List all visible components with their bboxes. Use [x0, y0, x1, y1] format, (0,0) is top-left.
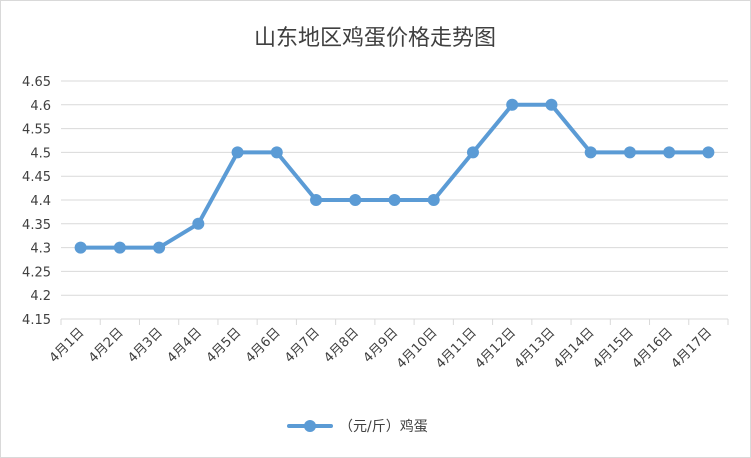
- y-tick-label: 4.15: [22, 313, 51, 328]
- data-point: [231, 146, 244, 159]
- data-point: [310, 194, 323, 206]
- y-tick-label: 4.65: [22, 75, 51, 90]
- series-layer: [74, 98, 715, 254]
- x-tick-label: 4月12日: [472, 325, 519, 372]
- y-tick-label: 4.6: [30, 99, 51, 114]
- chart-title: 山东地区鸡蛋价格走势图: [254, 26, 496, 51]
- data-point: [466, 146, 479, 159]
- legend[interactable]: （元/斤）鸡蛋: [287, 418, 428, 435]
- y-axis: 4.15 4.2 4.25 4.3 4.35 4.4 4.45 4.5 4.55 4.6 4.65: [22, 75, 51, 328]
- data-point: [584, 146, 597, 159]
- x-tick-label: 4月17日: [669, 325, 716, 372]
- x-tick-label: 4月13日: [512, 325, 559, 372]
- y-tick-label: 4.4: [30, 194, 51, 209]
- y-tick-label: 4.5: [30, 146, 51, 161]
- x-tick-label: 4月14日: [551, 325, 598, 372]
- data-point: [113, 241, 126, 254]
- data-point: [623, 146, 636, 159]
- y-tick-label: 4.35: [22, 218, 51, 233]
- legend-marker-swatch: [304, 420, 316, 432]
- data-point: [663, 146, 676, 159]
- data-point: [427, 194, 440, 206]
- x-tick-label: 4月5日: [204, 325, 245, 366]
- data-point: [388, 194, 401, 206]
- x-tick-label: 4月6日: [243, 325, 284, 366]
- x-tick-label: 4月15日: [590, 325, 637, 372]
- x-tick-label: 4月4日: [164, 325, 205, 366]
- y-tick-label: 4.55: [22, 123, 51, 138]
- x-axis: 4月1日4月2日4月3日4月4日4月5日4月6日4月7日4月8日4月9日4月10…: [47, 318, 729, 372]
- x-tick-label: 4月1日: [47, 325, 88, 366]
- data-point: [349, 194, 362, 206]
- x-tick-label: 4月2日: [86, 325, 127, 366]
- y-tick-label: 4.25: [22, 265, 51, 280]
- data-point: [153, 241, 166, 254]
- data-point: [270, 146, 283, 159]
- x-tick-label: 4月16日: [629, 325, 676, 372]
- data-point: [545, 98, 558, 111]
- legend-label: （元/斤）鸡蛋: [339, 418, 428, 435]
- x-tick-label: 4月10日: [394, 325, 441, 372]
- data-point: [702, 146, 715, 159]
- y-tick-label: 4.3: [30, 242, 51, 257]
- y-tick-label: 4.2: [30, 289, 51, 304]
- data-point: [506, 98, 519, 111]
- data-point: [192, 217, 205, 230]
- x-tick-label: 4月8日: [321, 325, 362, 366]
- x-tick-label: 4月11日: [433, 325, 480, 372]
- y-tick-label: 4.45: [22, 170, 51, 185]
- x-tick-label: 4月7日: [282, 325, 323, 366]
- x-tick-label: 4月3日: [125, 325, 166, 366]
- data-point: [74, 241, 87, 254]
